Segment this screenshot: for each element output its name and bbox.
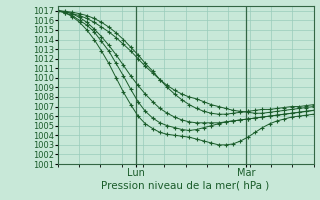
X-axis label: Pression niveau de la mer( hPa ): Pression niveau de la mer( hPa ) [101, 181, 270, 191]
